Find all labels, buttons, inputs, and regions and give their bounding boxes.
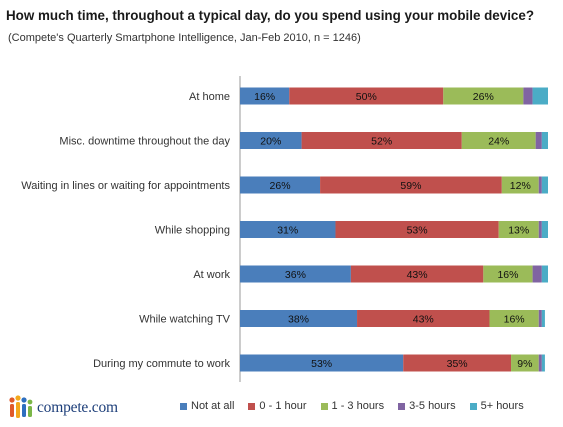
data-label: 13% (508, 225, 529, 237)
bar-segment (357, 310, 490, 327)
logo-figures-icon (8, 394, 34, 422)
data-label: 26% (270, 180, 291, 192)
data-label: 20% (260, 136, 281, 148)
bar-segment (240, 354, 404, 372)
legend-label: 3-5 hours (409, 400, 456, 412)
bar-segment (483, 265, 533, 283)
data-label: 16% (504, 314, 525, 326)
legend-item-not-at-all: Not at all (180, 400, 234, 412)
bar-segment (541, 265, 548, 283)
data-label: 59% (400, 180, 421, 192)
data-label: 16% (254, 91, 275, 103)
bar-segment (301, 132, 462, 149)
bar-segment (538, 221, 542, 238)
bar-segment (335, 221, 499, 238)
category-label: While watching TV (139, 314, 231, 326)
bar-segment (489, 310, 539, 327)
data-label: 43% (413, 314, 434, 326)
logo-text: compete.com (37, 399, 118, 416)
bar-segment (541, 176, 548, 194)
legend-swatch (398, 402, 406, 410)
data-label: 35% (447, 358, 468, 370)
legend-swatch (469, 402, 477, 410)
data-label: 31% (277, 225, 298, 237)
data-label: 16% (497, 269, 518, 281)
bar-segment (523, 87, 533, 105)
data-label: 26% (473, 91, 494, 103)
legend-swatch (320, 402, 328, 410)
bar-segment (541, 132, 548, 149)
bar-segment (498, 221, 539, 238)
legend-label: 1 - 3 hours (331, 400, 385, 412)
data-label: 12% (510, 180, 531, 192)
legend-item-5-plus-hours: 5+ hours (469, 400, 524, 412)
bar-segment (511, 354, 539, 372)
bar-segment (538, 354, 542, 372)
data-label: 43% (407, 269, 428, 281)
data-label: 36% (285, 269, 306, 281)
bar-segment (403, 354, 512, 372)
data-label: 9% (517, 358, 532, 370)
category-label: Misc. downtime throughout the day (59, 136, 230, 148)
category-label: While shopping (155, 225, 230, 237)
bar-segment (541, 310, 545, 327)
bar-segment (541, 221, 548, 238)
bar-segment (240, 176, 321, 194)
data-label: 52% (371, 136, 392, 148)
chart-title: How much time, throughout a typical day,… (6, 8, 534, 23)
bar-segment (532, 87, 548, 105)
bar-segment (289, 87, 444, 105)
bar-segment (538, 176, 542, 194)
data-label: 53% (407, 225, 428, 237)
bar-segment (538, 310, 542, 327)
category-label: Waiting in lines or waiting for appointm… (21, 180, 230, 192)
bar-segment (320, 176, 502, 194)
legend-label: 0 - 1 hour (259, 400, 307, 412)
compete-logo: compete.com (8, 393, 118, 423)
data-label: 53% (311, 358, 332, 370)
bar-segment (240, 265, 351, 283)
bar-segment (240, 221, 336, 238)
category-label: At home (189, 91, 230, 103)
bar-segment (350, 265, 484, 283)
bar-segment (240, 132, 302, 149)
data-label: 24% (488, 136, 509, 148)
bar-segment (541, 354, 545, 372)
legend-swatch (180, 402, 187, 410)
bar-segment (501, 176, 539, 194)
legend-item-0-1-hour: 0 - 1 hour (248, 400, 307, 412)
bar-segment (443, 87, 524, 105)
data-label: 50% (356, 91, 377, 103)
bar-segment (240, 87, 290, 105)
legend-item-3-5-hours: 3-5 hours (398, 400, 456, 412)
category-label: During my commute to work (93, 358, 230, 370)
chart-legend: Not at all 0 - 1 hour 1 - 3 hours 3-5 ho… (180, 400, 524, 412)
legend-label: 5+ hours (480, 400, 524, 412)
bar-segment (240, 310, 358, 327)
data-label: 38% (288, 314, 309, 326)
bar-segment (535, 132, 542, 149)
legend-label: Not at all (191, 400, 235, 412)
bar-segment (532, 265, 542, 283)
category-label: At work (193, 269, 230, 281)
legend-swatch (248, 402, 256, 410)
chart-subtitle: (Compete's Quarterly Smartphone Intellig… (8, 32, 361, 44)
bar-segment (461, 132, 536, 149)
legend-item-1-3-hours: 1 - 3 hours (320, 400, 385, 412)
